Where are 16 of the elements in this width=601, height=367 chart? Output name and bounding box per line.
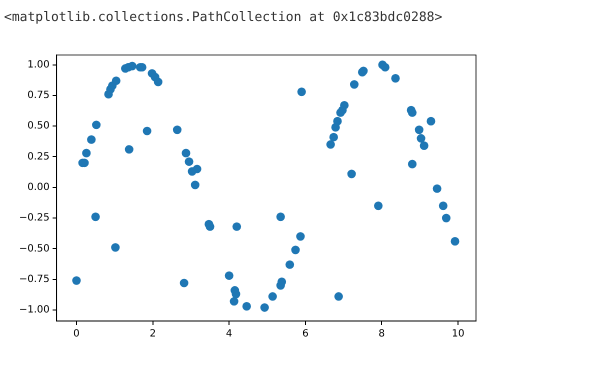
x-tick-label: 6 [302, 328, 309, 340]
x-tick-label: 10 [452, 328, 464, 340]
y-tick-label: −0.25 [18, 212, 50, 224]
x-tick-label: 0 [73, 328, 80, 340]
x-tick-label: 4 [226, 328, 232, 340]
y-tick-label: 0.25 [27, 151, 50, 162]
y-tick-label: 0.75 [27, 90, 50, 102]
y-tick-label: 0.00 [27, 182, 50, 193]
y-tick-label: −1.00 [18, 304, 50, 316]
y-tick-label: 0.50 [27, 120, 50, 132]
x-tick-label: 8 [378, 328, 385, 340]
y-tick-label: −0.50 [18, 243, 50, 254]
x-tick-label: 2 [150, 328, 156, 340]
text: <matplotlib.collections.PathCollection at 0x1c83bdc0288> [4, 10, 442, 25]
y-tick-label: 1.00 [27, 59, 50, 70]
y-tick-label: −0.75 [18, 274, 50, 285]
